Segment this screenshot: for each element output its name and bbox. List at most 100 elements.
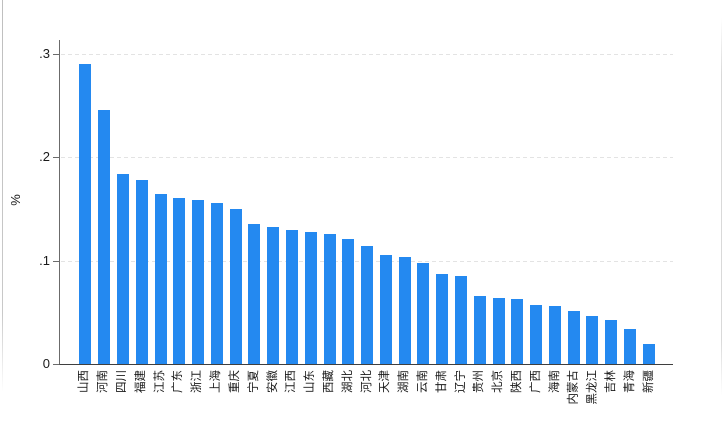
x-label-slot: 广东 — [169, 366, 188, 430]
x-axis-label: 广西 — [529, 370, 542, 393]
bar-西藏 — [323, 234, 336, 364]
x-label-slot: 重庆 — [226, 366, 245, 430]
y-axis-title: % — [8, 194, 23, 206]
x-label-slot: 福建 — [131, 366, 150, 430]
y-tick-label: .2 — [39, 149, 50, 165]
x-axis-label: 广东 — [172, 370, 185, 393]
x-axis-label: 安徽 — [266, 370, 279, 393]
y-tick — [53, 260, 59, 262]
bar-山西 — [79, 64, 92, 364]
y-tick-label: .1 — [39, 252, 50, 268]
bar-江西 — [285, 230, 298, 364]
bar-slot — [639, 40, 658, 364]
bar-slot — [301, 40, 320, 364]
x-label-slot: 天津 — [376, 366, 395, 430]
x-label-slot: 湖北 — [338, 366, 357, 430]
x-axis-label: 上海 — [210, 370, 223, 393]
y-tick — [53, 157, 59, 159]
x-label-slot: 青海 — [621, 366, 640, 430]
x-label-slot: 新疆 — [639, 366, 658, 430]
x-axis-label: 吉林 — [605, 370, 618, 393]
x-axis-label: 云南 — [417, 370, 430, 393]
bar-slot — [207, 40, 226, 364]
x-label-slot: 内蒙古 — [564, 366, 583, 430]
x-axis-label: 河南 — [97, 370, 110, 393]
x-axis-label: 陕西 — [511, 370, 524, 393]
bars-row — [60, 40, 673, 364]
bar-slot — [414, 40, 433, 364]
x-label-slot: 河南 — [94, 366, 113, 430]
bar-黑龙江 — [586, 316, 599, 364]
x-axis-label: 天津 — [379, 370, 392, 393]
bar-slot — [226, 40, 245, 364]
x-axis-label: 山西 — [78, 370, 91, 393]
x-axis-label: 辽宁 — [454, 370, 467, 393]
x-axis-label: 新疆 — [642, 370, 655, 393]
y-tick — [53, 364, 59, 365]
x-label-slot: 北京 — [489, 366, 508, 430]
x-label-slot: 贵州 — [470, 366, 489, 430]
x-label-slot: 四川 — [113, 366, 132, 430]
bar-山东 — [304, 232, 317, 364]
x-label-slot: 广西 — [527, 366, 546, 430]
x-axis-label: 湖南 — [398, 370, 411, 393]
x-axis-label: 四川 — [116, 370, 129, 393]
screenshot-left-edge-line — [2, 0, 3, 392]
y-tick-label: .3 — [39, 45, 50, 61]
x-label-slot: 宁夏 — [244, 366, 263, 430]
bar-slot — [395, 40, 414, 364]
bar-广东 — [173, 198, 186, 364]
x-label-slot: 浙江 — [188, 366, 207, 430]
bar-湖北 — [342, 239, 355, 364]
x-label-slot: 陕西 — [508, 366, 527, 430]
x-axis-label: 贵州 — [473, 370, 486, 393]
x-axis-label: 北京 — [492, 370, 505, 393]
x-label-slot: 江西 — [282, 366, 301, 430]
y-tick — [53, 53, 59, 55]
x-label-slot: 上海 — [207, 366, 226, 430]
x-axis-label: 重庆 — [228, 370, 241, 393]
bar-slot — [583, 40, 602, 364]
bar-辽宁 — [455, 276, 468, 364]
x-axis-label: 江西 — [285, 370, 298, 393]
bar-北京 — [492, 298, 505, 364]
x-axis-label: 浙江 — [191, 370, 204, 393]
bar-重庆 — [229, 209, 242, 364]
bar-slot — [189, 40, 208, 364]
bar-浙江 — [192, 200, 205, 364]
bar-slot — [170, 40, 189, 364]
plot-area — [59, 40, 673, 365]
x-label-slot: 云南 — [414, 366, 433, 430]
bar-贵州 — [473, 296, 486, 364]
bar-湖南 — [398, 257, 411, 364]
x-label-slot: 山西 — [75, 366, 94, 430]
bar-slot — [358, 40, 377, 364]
x-label-slot: 海南 — [545, 366, 564, 430]
bar-slot — [602, 40, 621, 364]
x-label-slot: 甘肃 — [432, 366, 451, 430]
bar-青海 — [624, 329, 637, 364]
x-axis-label: 西藏 — [322, 370, 335, 393]
bar-slot — [95, 40, 114, 364]
bar-slot — [527, 40, 546, 364]
bar-slot — [132, 40, 151, 364]
x-label-slot: 湖南 — [395, 366, 414, 430]
bar-海南 — [548, 306, 561, 364]
bar-slot — [433, 40, 452, 364]
x-label-slot: 安徽 — [263, 366, 282, 430]
x-label-slot: 江苏 — [150, 366, 169, 430]
x-axis-label: 宁夏 — [247, 370, 260, 393]
gridline — [61, 157, 673, 159]
bar-slot — [245, 40, 264, 364]
bar-slot — [621, 40, 640, 364]
bar-slot — [452, 40, 471, 364]
x-axis-label: 黑龙江 — [586, 370, 599, 405]
bar-陕西 — [511, 299, 524, 364]
bar-天津 — [379, 255, 392, 364]
bar-slot — [470, 40, 489, 364]
x-axis-label: 湖北 — [341, 370, 354, 393]
x-label-slot: 黑龙江 — [583, 366, 602, 430]
bar-slot — [264, 40, 283, 364]
bar-slot — [489, 40, 508, 364]
